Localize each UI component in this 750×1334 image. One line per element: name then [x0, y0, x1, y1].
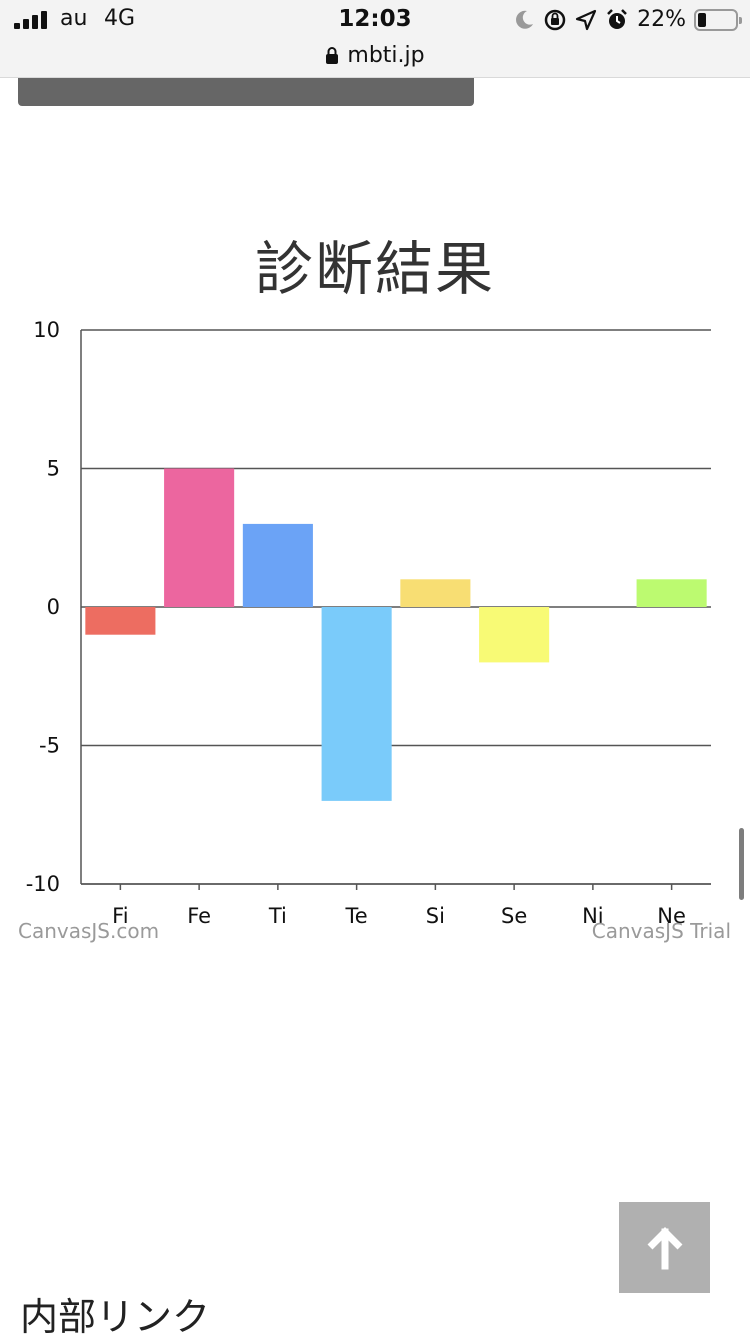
bar-ti: [242, 523, 313, 607]
battery-percent-label: 22%: [637, 7, 686, 32]
battery-icon: [694, 8, 742, 31]
header-banner-bar: [18, 78, 474, 106]
y-tick-label: 10: [33, 318, 60, 342]
x-tick-label: Se: [501, 904, 527, 928]
x-tick-label: Ti: [268, 904, 287, 928]
lock-icon: [326, 47, 339, 64]
moon-icon: [516, 10, 534, 29]
canvasjs-watermark-left: CanvasJS.com: [18, 919, 159, 943]
canvasjs-watermark-right: CanvasJS Trial: [592, 919, 731, 943]
status-time: 12:03: [338, 6, 412, 32]
x-tick-label: Fe: [187, 904, 211, 928]
x-tick-label: Fi: [112, 904, 128, 928]
url-text[interactable]: mbti.jp: [347, 42, 425, 68]
address-bar[interactable]: mbti.jp: [0, 41, 750, 69]
arrow-up-icon: [647, 1226, 682, 1269]
x-tick-label: Ni: [582, 904, 604, 928]
bar-fi: [85, 607, 156, 635]
y-tick-label: 0: [47, 595, 60, 619]
rotation-lock-icon: [544, 9, 566, 30]
scroll-to-top-button[interactable]: [619, 1202, 710, 1293]
bar-fe: [164, 468, 235, 607]
bar-se: [479, 607, 550, 663]
y-tick-label: -10: [26, 872, 60, 896]
bar-ne: [636, 579, 707, 607]
status-icons-group: 22%: [513, 7, 742, 32]
x-tick-label: Si: [426, 904, 445, 928]
network-type-label: 4G: [104, 6, 136, 31]
bar-chart: 10 5 0 -5 -10 Fi Fe Ti Te Si Se Ni Ne CanvasJS.com Can…: [18, 318, 731, 943]
battery-level-fill: [698, 12, 706, 27]
location-arrow-icon: [575, 9, 597, 30]
alarm-icon: [607, 8, 627, 29]
carrier-label: au: [60, 6, 88, 31]
x-tick-label: Ne: [657, 904, 686, 928]
y-tick-label: -5: [39, 734, 60, 758]
scrollbar[interactable]: [739, 828, 744, 900]
y-tick-label: 5: [47, 457, 60, 481]
signal-icon: [14, 11, 47, 29]
bar-te: [321, 607, 392, 801]
x-tick-label: Te: [345, 904, 368, 928]
status-bar: au 4G 12:03 22%: [0, 0, 750, 78]
chart-title: 診断結果: [254, 235, 495, 303]
internal-links-heading: 内部リンク: [20, 1295, 211, 1334]
bar-si: [400, 579, 471, 607]
